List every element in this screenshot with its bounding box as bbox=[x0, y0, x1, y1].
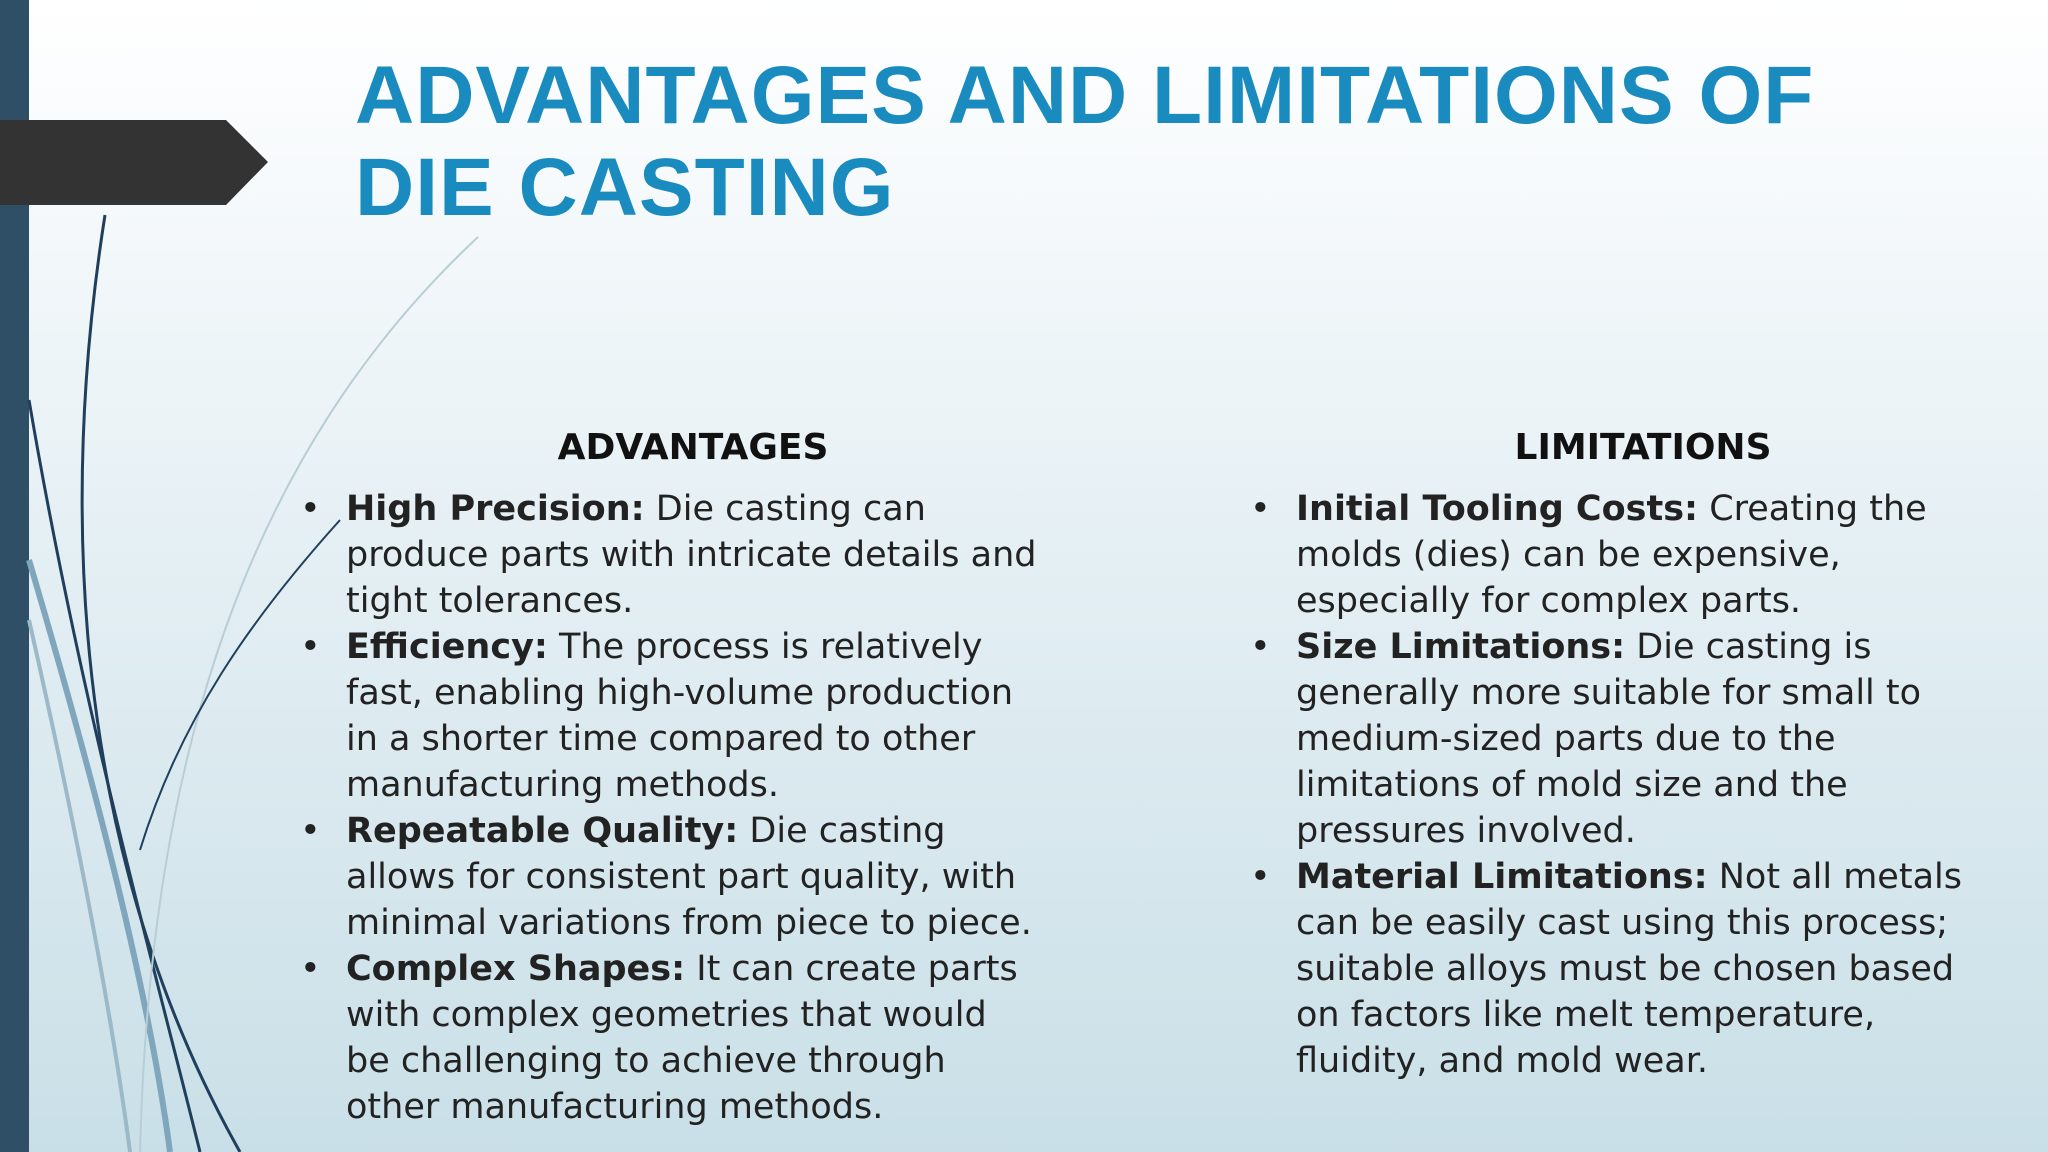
column-heading: ADVANTAGES bbox=[557, 427, 829, 468]
bullet-list: Initial Tooling Costs: Creating the mold… bbox=[1250, 486, 1990, 1084]
item-term: Repeatable Quality: bbox=[346, 811, 739, 851]
item-text: Creating the molds (dies) can be expensi… bbox=[1296, 489, 1927, 621]
item-term: Size Limitations: bbox=[1296, 627, 1626, 667]
bullet-item: Complex Shapes: It can create parts with… bbox=[300, 946, 1040, 1130]
curve bbox=[27, 619, 132, 1152]
item-term: Material Limitations: bbox=[1296, 857, 1708, 897]
item-text: Die casting can produce parts with intri… bbox=[346, 489, 1037, 621]
item-term: High Precision: bbox=[346, 489, 645, 529]
bullet-item: Initial Tooling Costs: Creating the mold… bbox=[1250, 486, 1990, 624]
bullet-item: High Precision: Die casting can produce … bbox=[300, 486, 1040, 624]
column-heading: LIMITATIONS bbox=[1514, 427, 1772, 468]
curve bbox=[80, 214, 242, 1152]
slide-title: ADVANTAGES AND LIMITATIONS OF DIE CASTIN… bbox=[355, 50, 1815, 233]
bullet-item: Efficiency: The process is relatively fa… bbox=[300, 624, 1040, 808]
item-term: Complex Shapes: bbox=[346, 949, 686, 989]
item-text: Die casting allows for consistent part q… bbox=[346, 811, 1032, 943]
bullet-list: High Precision: Die casting can produce … bbox=[300, 486, 1040, 1130]
curve bbox=[27, 399, 202, 1152]
item-text: The process is relatively fast, enabling… bbox=[346, 627, 1014, 805]
item-text: It can create parts with complex geometr… bbox=[346, 949, 1018, 1127]
item-term: Initial Tooling Costs: bbox=[1296, 489, 1699, 529]
curve bbox=[139, 236, 479, 1152]
bullet-item: Repeatable Quality: Die casting allows f… bbox=[300, 808, 1040, 946]
arrow-banner bbox=[0, 120, 268, 205]
bullet-item: Size Limitations: Die casting is general… bbox=[1250, 624, 1990, 854]
item-text: Die casting is generally more suitable f… bbox=[1296, 627, 1922, 851]
item-text: Not all metals can be easily cast using … bbox=[1296, 857, 1962, 1081]
item-term: Efficiency: bbox=[346, 627, 548, 667]
curve bbox=[139, 519, 341, 851]
bullet-item: Material Limitations: Not all metals can… bbox=[1250, 854, 1990, 1084]
column: LIMITATIONS Initial Tooling Costs: Creati… bbox=[1250, 420, 1990, 1084]
column: ADVANTAGES High Precision: Die casting ca… bbox=[300, 420, 1040, 1130]
curve bbox=[26, 559, 173, 1152]
